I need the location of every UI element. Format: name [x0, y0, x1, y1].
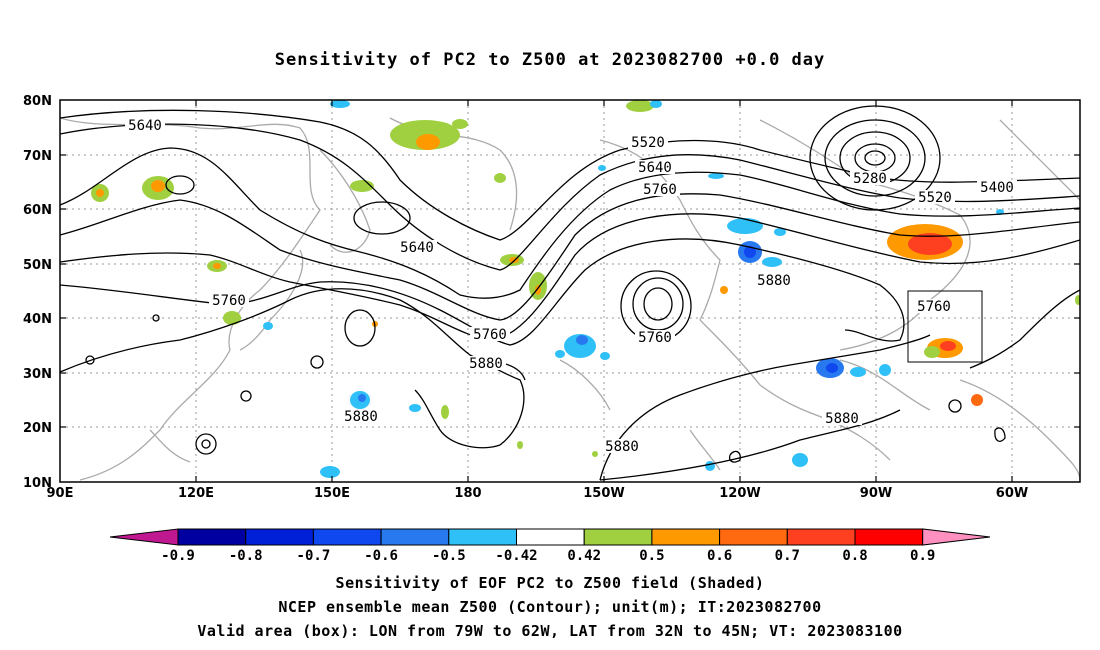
- contour-label-bg: [754, 273, 794, 287]
- sensitivity-shading: [91, 100, 1080, 478]
- colorbar-label: 0.8: [842, 548, 867, 564]
- colorbar-label: 0.5: [639, 548, 664, 564]
- contour-label: 5760: [643, 182, 677, 198]
- contour-labels: 5640 5520 5640 5760 5640 5760 5280 5400 5520 5760…: [125, 118, 1017, 455]
- contour-label: 5400: [980, 180, 1014, 196]
- contour-label-bg: [914, 299, 954, 313]
- colorbar-label: -0.7: [297, 548, 331, 564]
- lat-label: 80N: [23, 94, 52, 109]
- contour-label-bg: [466, 356, 506, 370]
- colorbar: -0.9 -0.8 -0.7 -0.6 -0.5 -0.42 0.42 0.5 0.6 0.7 0.…: [109, 528, 991, 564]
- contour-label: 5640: [638, 160, 672, 176]
- contour-label-bg: [341, 409, 381, 423]
- lat-label: 40N: [23, 312, 52, 327]
- colorbar-label: -0.9: [161, 548, 195, 564]
- contour-label: 5640: [400, 240, 434, 256]
- colorbar-label: -0.42: [495, 548, 537, 564]
- lat-label: 20N: [23, 421, 52, 436]
- colorbar-label: 0.6: [707, 548, 732, 564]
- lon-label: 120E: [178, 486, 214, 501]
- contour-label-bg: [209, 293, 249, 307]
- colorbar-label: -0.6: [364, 548, 398, 564]
- footer-line-3: Valid area (box): LON from 79W to 62W, L…: [197, 622, 903, 640]
- contour-label: 5760: [212, 293, 246, 309]
- colorbar-label: -0.5: [432, 548, 466, 564]
- colorbar-swatch: [177, 528, 247, 546]
- colorbar-swatch: [312, 528, 382, 546]
- colorbar-low-end: [109, 528, 179, 546]
- colorbar-swatch: [245, 528, 314, 546]
- colorbar-swatch: [651, 528, 721, 546]
- lon-label: 60W: [996, 486, 1028, 501]
- colorbar-swatch: [380, 528, 450, 546]
- lat-label: 70N: [23, 149, 52, 164]
- contour-label-bg: [977, 180, 1017, 194]
- contour-label-bg: [470, 327, 510, 341]
- contour-label: 5880: [344, 409, 378, 425]
- contour-label-bg: [635, 330, 675, 344]
- contour-label: 5880: [825, 411, 859, 427]
- contour-label-bg: [640, 182, 680, 196]
- contour-label-bg: [635, 160, 675, 174]
- contour-label-bg: [822, 411, 862, 425]
- map-title: Sensitivity of PC2 to Z500 at 2023082700…: [274, 50, 826, 70]
- valid-area-box: [907, 290, 983, 363]
- contour-label-bg: [915, 190, 955, 204]
- contour-label: 5760: [917, 299, 951, 315]
- longitude-labels: 90E 120E 150E 180 150W 120W 90W 60W: [47, 486, 1029, 501]
- colorbar-swatch: [854, 528, 924, 546]
- contour-label: 5280: [853, 171, 887, 187]
- footer-line-1: Sensitivity of EOF PC2 to Z500 field (Sh…: [335, 574, 765, 592]
- colorbar-swatch: [786, 528, 856, 546]
- contour-label-bg: [397, 240, 437, 254]
- contour-label: 5760: [638, 330, 672, 346]
- axis-ticks: [60, 100, 1080, 482]
- z500-contours: [60, 105, 1080, 481]
- colorbar-swatch: [719, 528, 788, 546]
- lat-label: 50N: [23, 258, 52, 273]
- contour-label-bg: [602, 439, 642, 453]
- contour-label: 5880: [757, 273, 791, 289]
- footer-line-2: NCEP ensemble mean Z500 (Contour); unit(…: [278, 598, 822, 616]
- lon-label: 120W: [719, 486, 760, 501]
- lat-label: 60N: [23, 203, 52, 218]
- latitude-labels: 80N 70N 60N 50N 40N 30N 20N 10N: [23, 94, 52, 491]
- contour-label: 5880: [469, 356, 503, 372]
- colorbar-label: 0.7: [775, 548, 800, 564]
- contour-label-bg: [125, 118, 165, 132]
- colorbar-label: 0.9: [910, 548, 935, 564]
- contour-label: 5760: [473, 327, 507, 343]
- contour-label: 5520: [918, 190, 952, 206]
- colorbar-swatch: [583, 528, 653, 546]
- contour-label-bg: [628, 135, 668, 149]
- colorbar-label: 0.42: [567, 548, 601, 564]
- lat-label: 10N: [23, 476, 52, 491]
- contour-label: 5520: [631, 135, 665, 151]
- lat-label: 30N: [23, 367, 52, 382]
- lon-label: 180: [454, 486, 481, 501]
- grid: [60, 100, 1080, 482]
- contour-label: 5640: [128, 118, 162, 134]
- colorbar-swatch: [516, 528, 585, 546]
- contour-label: 5880: [605, 439, 639, 455]
- lon-label: 150W: [583, 486, 624, 501]
- colorbar-swatch: [448, 528, 517, 546]
- lon-label: 90E: [47, 486, 74, 501]
- colorbar-high-end: [922, 528, 991, 546]
- colorbar-label: -0.8: [229, 548, 263, 564]
- contour-label-bg: [850, 171, 890, 185]
- map-frame: [59, 99, 1081, 483]
- lon-label: 150E: [314, 486, 350, 501]
- lon-label: 90W: [860, 486, 892, 501]
